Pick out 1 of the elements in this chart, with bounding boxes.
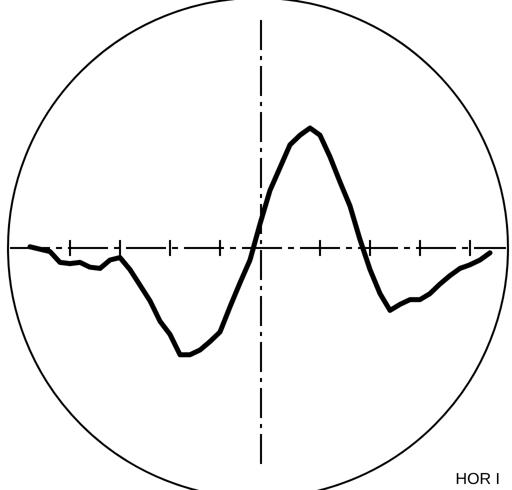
- text: HOR I: [456, 471, 500, 488]
